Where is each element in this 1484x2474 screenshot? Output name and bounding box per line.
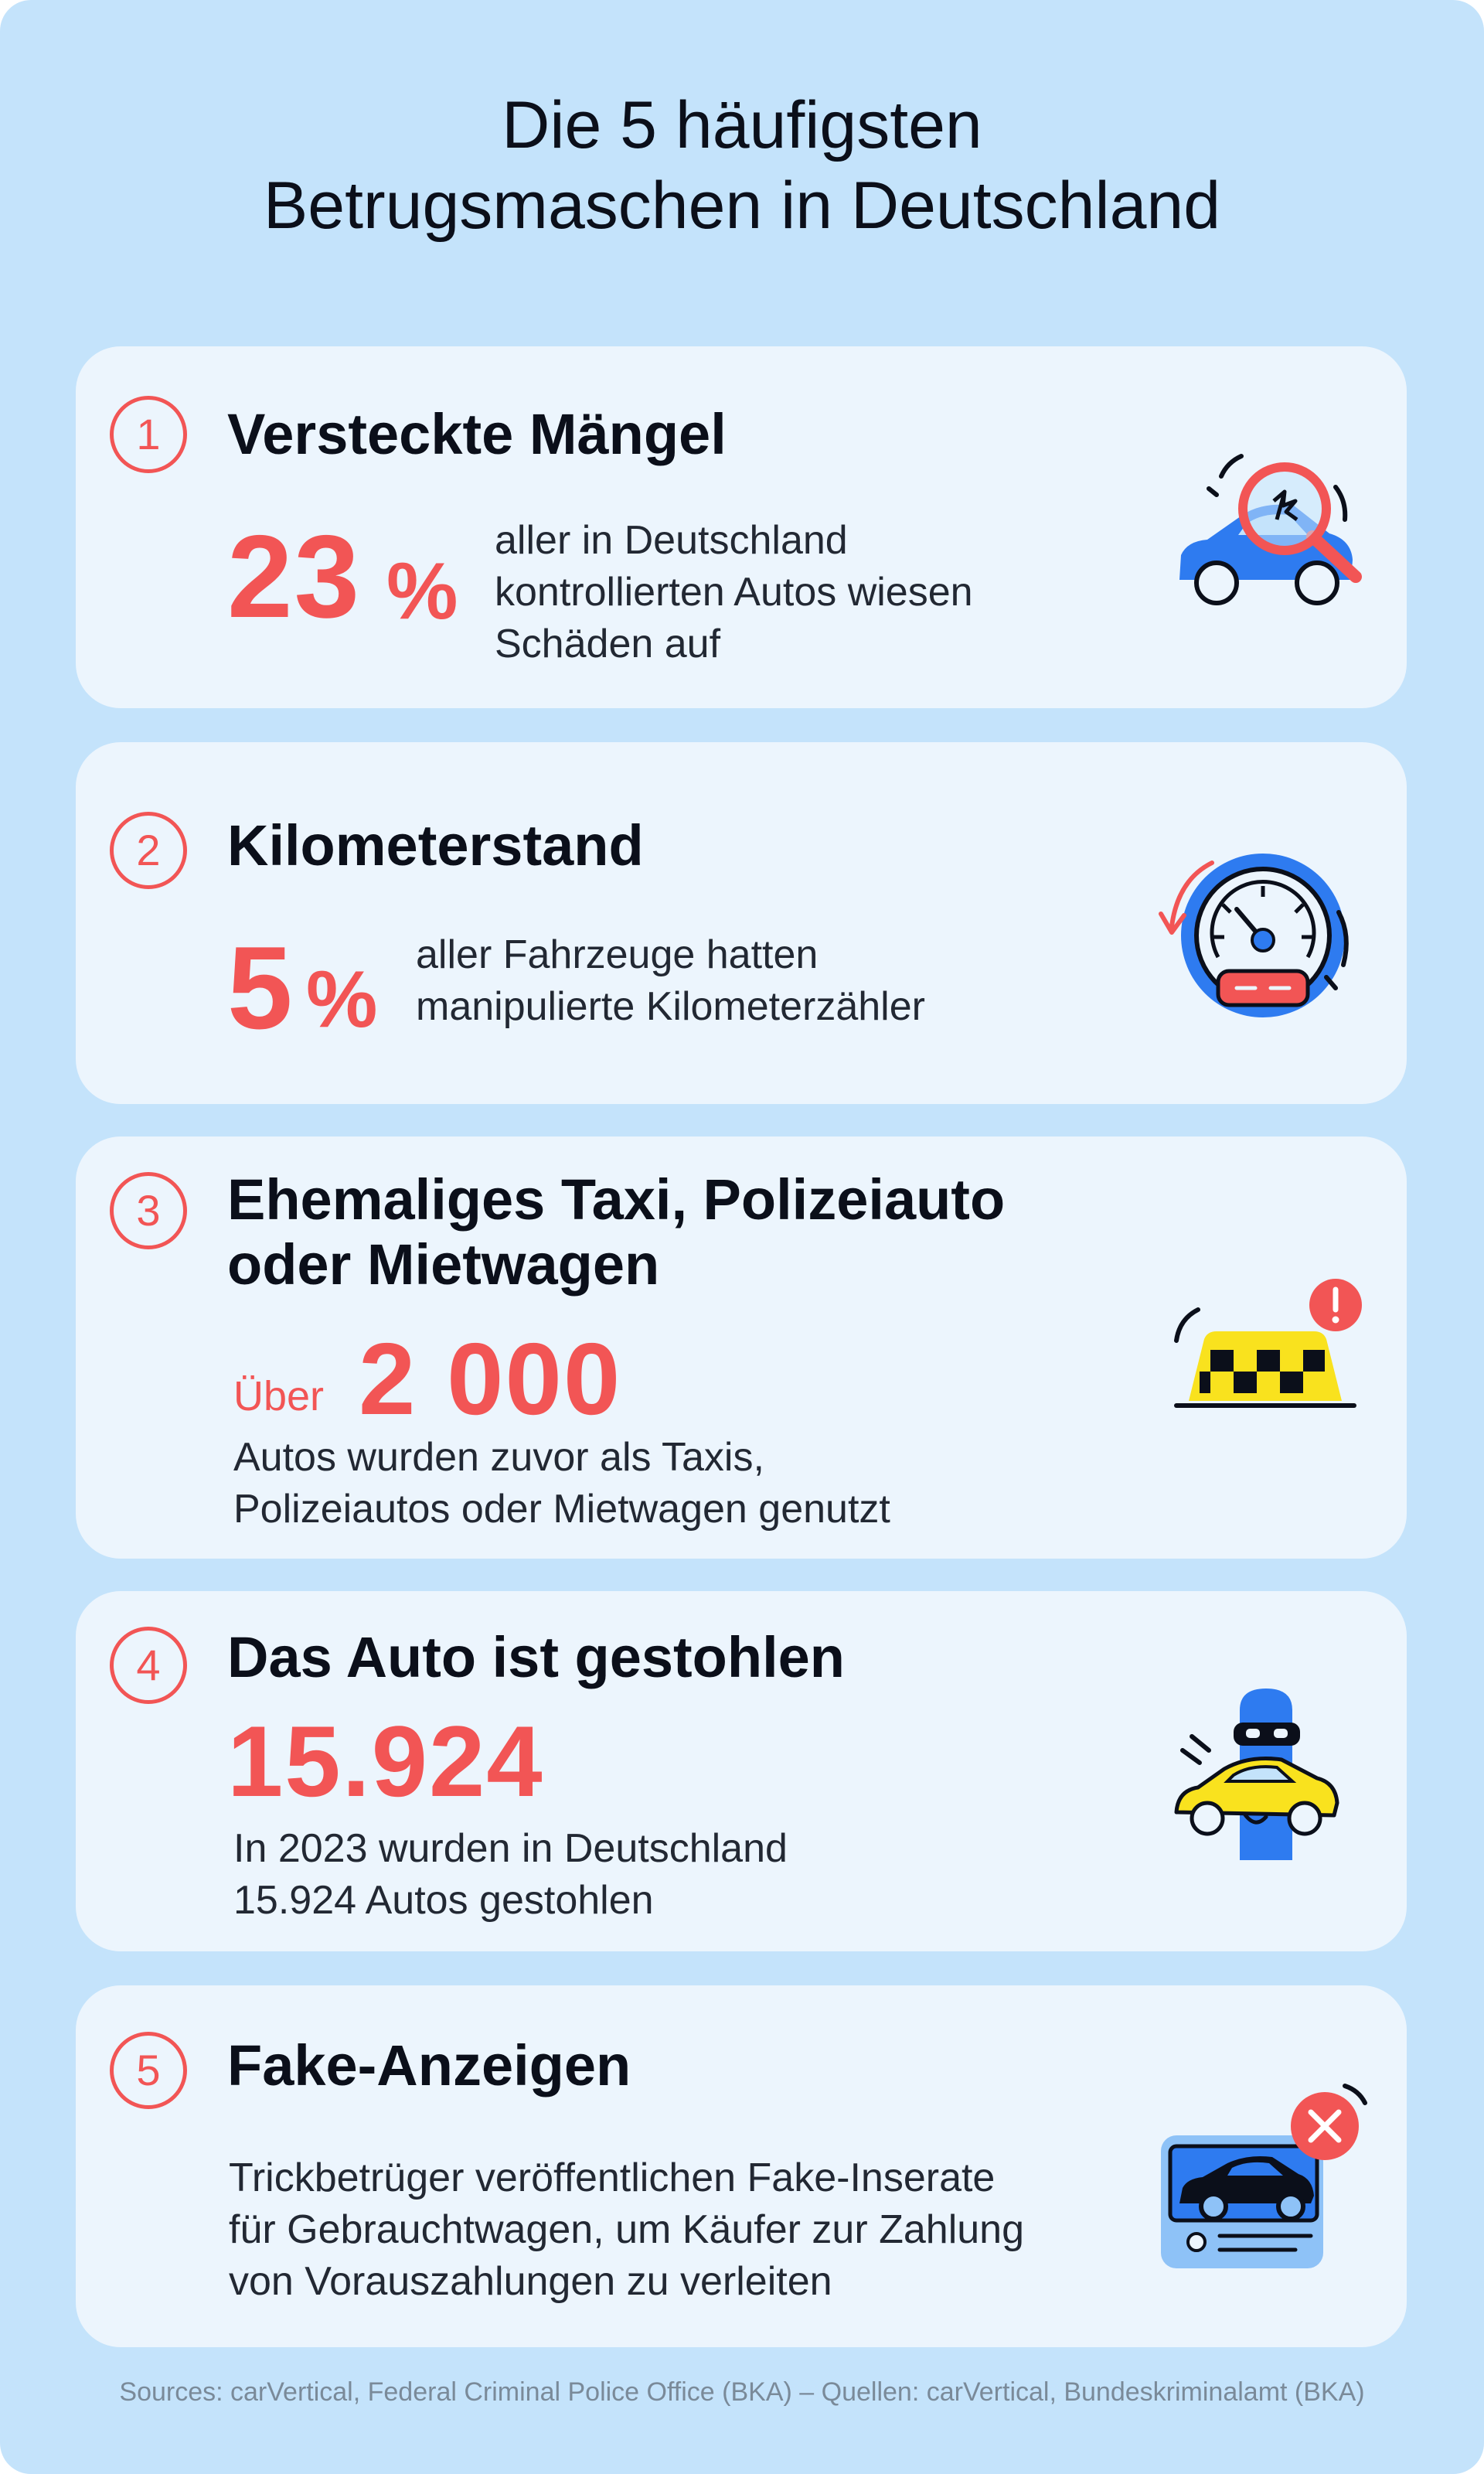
description-line: Autos wurden zuvor als Taxis, [233, 1435, 764, 1480]
stat-unit: % [386, 547, 458, 636]
card-heading: Das Auto ist gestohlen [227, 1625, 846, 1689]
stat-value: 5 [227, 922, 294, 1054]
heading-line: Ehemaliges Taxi, Polizeiauto [227, 1167, 1006, 1232]
stat-value: 15.924 [227, 1705, 544, 1818]
description-line: kontrollierten Autos wiesen [495, 570, 973, 615]
card-description: Autos wurden zuvor als Taxis, Polizeiaut… [233, 1432, 890, 1535]
car-magnifier-icon [1179, 454, 1362, 605]
stat-value: 2 000 [359, 1322, 622, 1436]
heading-line: oder Mietwagen [227, 1232, 660, 1297]
card-odometer: 2 Kilometerstand 5 % aller Fahrzeuge hat… [76, 742, 1407, 1104]
page-title: Die 5 häufigsten Betrugsmaschen in Deuts… [0, 85, 1484, 246]
number-badge: 5 [110, 2032, 187, 2109]
description-line: von Vorauszahlungen zu verleiten [229, 2259, 832, 2304]
speedometer-icon [1159, 854, 1349, 1017]
card-heading: Versteckte Mängel [227, 402, 727, 466]
description-line: Polizeiautos oder Mietwagen genutzt [233, 1487, 890, 1532]
description-line: In 2023 wurden in Deutschland [233, 1826, 788, 1871]
description-line: Trickbetrüger veröffentlichen Fake-Inser… [229, 2155, 996, 2200]
description-line: manipulierte Kilometerzähler [416, 984, 925, 1029]
taxi-sign-icon [1174, 1279, 1362, 1408]
number-badge: 1 [110, 396, 187, 473]
stat-unit: % [306, 955, 378, 1044]
thief-car-icon [1174, 1689, 1339, 1860]
card-fake-ads: 5 Fake-Anzeigen Trickbetrüger veröffentl… [76, 1985, 1407, 2347]
description-line: für Gebrauchtwagen, um Käufer zur Zahlun… [229, 2207, 1025, 2252]
description-line: aller Fahrzeuge hatten [416, 932, 819, 977]
title-line-2: Betrugsmaschen in Deutschland [263, 169, 1221, 243]
card-description: aller in Deutschland kontrollierten Auto… [495, 515, 973, 670]
card-former-taxi: 3 Ehemaliges Taxi, Polizeiauto oder Miet… [76, 1136, 1407, 1559]
card-heading: Kilometerstand [227, 813, 644, 877]
title-line-1: Die 5 häufigsten [502, 88, 982, 162]
card-hidden-defects: 1 Versteckte Mängel 23 % aller in Deutsc… [76, 346, 1407, 708]
stat-value: 23 [227, 511, 362, 642]
number-badge: 3 [110, 1172, 187, 1249]
card-heading: Fake-Anzeigen [227, 2033, 631, 2097]
card-stolen-car: 4 Das Auto ist gestohlen 15.924 In 2023 … [76, 1591, 1407, 1951]
card-description: In 2023 wurden in Deutschland 15.924 Aut… [233, 1823, 788, 1927]
description-line: 15.924 Autos gestohlen [233, 1878, 654, 1923]
description-line: Schäden auf [495, 622, 721, 666]
fake-listing-icon [1161, 2084, 1367, 2268]
card-description: Trickbetrüger veröffentlichen Fake-Inser… [229, 2152, 1024, 2308]
card-heading: Ehemaliges Taxi, Polizeiauto oder Mietwa… [227, 1167, 1005, 1297]
sources-footer: Sources: carVertical, Federal Criminal P… [119, 2377, 1365, 2407]
card-description: aller Fahrzeuge hatten manipulierte Kilo… [416, 929, 925, 1033]
number-badge: 4 [110, 1627, 187, 1704]
description-line: aller in Deutschland [495, 518, 848, 563]
number-badge: 2 [110, 812, 187, 889]
stat-prefix: Über [233, 1373, 325, 1419]
